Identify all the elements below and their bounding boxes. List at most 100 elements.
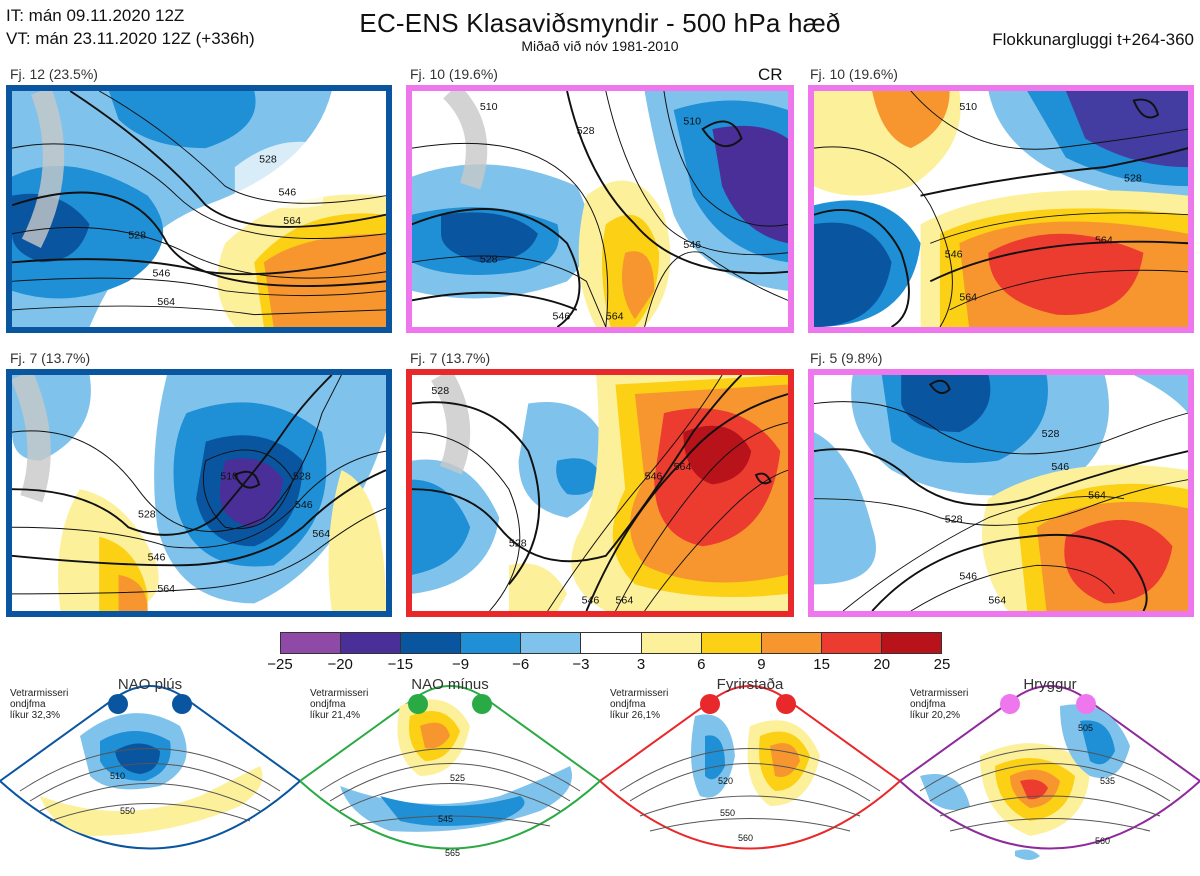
classification-window: Flokkunargluggi t+264-360 bbox=[992, 30, 1194, 49]
contour-label: 564 bbox=[988, 594, 1006, 606]
regime-nao-plus: 510 550 NAO plús Vetrarmisseri ondjfma l… bbox=[0, 676, 300, 876]
page-subtitle: Miðað við nóv 1981-2010 bbox=[521, 38, 679, 54]
contour-label: 528 bbox=[1042, 428, 1060, 440]
contour-label: 535 bbox=[1100, 776, 1115, 786]
colorbar-tick-label: 3 bbox=[636, 656, 646, 673]
panel-4-label: Fj. 7 (13.7%) bbox=[10, 350, 91, 366]
init-time: IT: mán 09.11.2020 12Z bbox=[6, 6, 185, 25]
colorbar-swatch bbox=[341, 633, 402, 653]
contour-label: 510 bbox=[683, 115, 701, 127]
regime-dot bbox=[700, 694, 720, 714]
regime-blocking-note: Vetrarmisseri ondjfma líkur 26,1% bbox=[610, 688, 668, 721]
panel-3-label: Fj. 10 (19.6%) bbox=[810, 66, 898, 82]
panel-6-label: Fj. 5 (9.8%) bbox=[810, 350, 883, 366]
contour-label: 510 bbox=[220, 471, 238, 483]
contour-label: 510 bbox=[110, 771, 125, 781]
colorbar-tick-label: −15 bbox=[387, 656, 414, 673]
cluster-map-6: 528 546 564 528 546 564 bbox=[808, 369, 1194, 617]
colorbar-swatch bbox=[881, 633, 942, 653]
regime-nao-minus-note: Vetrarmisseri ondjfma líkur 21,4% bbox=[310, 688, 368, 721]
contour-label: 528 bbox=[128, 230, 146, 242]
init-time-line: IT: mán 09.11.2020 12Z VT: mán 23.11.202… bbox=[6, 4, 255, 50]
regime-blocking: 520 550 560 Fyrirstaða Vetrarmisseri ond… bbox=[600, 676, 900, 876]
contour-label: 528 bbox=[293, 471, 311, 483]
regime-nao-minus-name: NAO mínus bbox=[411, 676, 489, 693]
regime-dot bbox=[1000, 694, 1020, 714]
panel-2-label: Fj. 10 (19.6%) bbox=[410, 66, 498, 82]
colorbar-swatch bbox=[521, 633, 582, 653]
contour-label: 528 bbox=[431, 385, 449, 397]
cluster-map-3-field: 510 528 546 564 564 bbox=[814, 91, 1188, 327]
colorbar-swatch bbox=[701, 633, 762, 653]
contour-label: 564 bbox=[157, 583, 175, 595]
cluster-map-2: 510 528 510 528 546 546 564 bbox=[406, 85, 794, 333]
regime-blocking-name: Fyrirstaða bbox=[716, 676, 784, 693]
colorbar-swatch bbox=[461, 633, 522, 653]
colorbar-swatch bbox=[281, 633, 342, 653]
contour-label: 546 bbox=[645, 471, 663, 483]
colorbar-swatch bbox=[821, 633, 882, 653]
contour-label: 528 bbox=[480, 253, 498, 265]
regime-ridge-map: 505 535 560 bbox=[900, 685, 1200, 860]
panel-2-tag: CR bbox=[758, 65, 783, 84]
contour-label: 560 bbox=[738, 833, 753, 843]
regime-dot bbox=[472, 694, 492, 714]
contour-label: 564 bbox=[157, 296, 175, 308]
contour-label: 564 bbox=[1095, 234, 1113, 246]
contour-label: 546 bbox=[582, 594, 600, 606]
contour-label: 564 bbox=[616, 594, 634, 606]
contour-label: 528 bbox=[945, 514, 963, 526]
contour-label: 546 bbox=[152, 268, 170, 280]
contour-label: 564 bbox=[1088, 490, 1106, 502]
colorbar-tick-label: 6 bbox=[697, 656, 706, 673]
regime-note-text: Vetrarmisseri ondjfma líkur 32,3% bbox=[10, 688, 69, 721]
colorbar-tick-label: 20 bbox=[873, 656, 891, 673]
colorbar-swatch bbox=[581, 633, 642, 653]
cluster-map-3: 510 528 546 564 564 bbox=[808, 85, 1194, 333]
valid-time: VT: mán 23.11.2020 12Z (+336h) bbox=[6, 29, 255, 48]
contour-label: 528 bbox=[509, 537, 527, 549]
panel-5-label: Fj. 7 (13.7%) bbox=[410, 350, 491, 366]
contour-label: 505 bbox=[1078, 723, 1093, 733]
regime-note-text: Vetrarmisseri ondjfma líkur 26,1% bbox=[610, 688, 669, 721]
colorbar-tick-label: 9 bbox=[757, 656, 766, 673]
regime-dot bbox=[108, 694, 128, 714]
contour-label: 564 bbox=[283, 215, 301, 227]
contour-label: 560 bbox=[1095, 836, 1110, 846]
regime-ridge-note: Vetrarmisseri ondjfma líkur 20,2% bbox=[910, 688, 968, 721]
regime-nao-minus-map: 525 545 565 bbox=[300, 685, 600, 858]
cluster-map-4-field: 510 528 546 564 528 546 564 bbox=[12, 375, 386, 611]
regime-dot bbox=[408, 694, 428, 714]
contour-label: 564 bbox=[312, 528, 330, 540]
regime-dot bbox=[172, 694, 192, 714]
colorbar-swatch bbox=[761, 633, 822, 653]
regime-dot bbox=[776, 694, 796, 714]
colorbar-swatch bbox=[401, 633, 462, 653]
contour-label: 550 bbox=[720, 808, 735, 818]
colorbar-tick-label: 25 bbox=[933, 656, 951, 673]
contour-label: 546 bbox=[945, 249, 963, 261]
contour-label: 528 bbox=[259, 153, 277, 165]
colorbar-tick-label: 15 bbox=[813, 656, 830, 673]
contour-label: 545 bbox=[438, 814, 453, 824]
regime-nao-plus-map: 510 550 bbox=[0, 685, 300, 850]
contour-label: 564 bbox=[606, 310, 624, 322]
contour-label: 564 bbox=[959, 291, 977, 303]
colorbar-tick-label: −3 bbox=[572, 656, 590, 673]
regime-nao-plus-note: Vetrarmisseri ondjfma líkur 32,3% bbox=[10, 688, 68, 721]
contour-label: 528 bbox=[138, 509, 156, 521]
cluster-map-2-field: 510 528 510 528 546 546 564 bbox=[412, 91, 788, 327]
regime-note-text: Vetrarmisseri ondjfma líkur 21,4% bbox=[310, 688, 369, 721]
contour-label: 546 bbox=[1051, 461, 1069, 473]
contour-label: 565 bbox=[445, 848, 460, 858]
contour-label: 546 bbox=[683, 239, 701, 251]
colorbar bbox=[280, 632, 942, 654]
cluster-map-5: 528 546 564 528 546 564 bbox=[406, 369, 794, 617]
contour-label: 546 bbox=[553, 310, 571, 322]
contour-label: 528 bbox=[577, 125, 595, 137]
cluster-map-1-field: 528 528 546 546 564 564 bbox=[12, 91, 386, 327]
regime-nao-plus-name: NAO plús bbox=[117, 676, 183, 693]
panel-1-label: Fj. 12 (23.5%) bbox=[10, 66, 98, 82]
colorbar-tick-label: −9 bbox=[451, 656, 470, 673]
colorbar-tick-label: −20 bbox=[327, 656, 353, 673]
